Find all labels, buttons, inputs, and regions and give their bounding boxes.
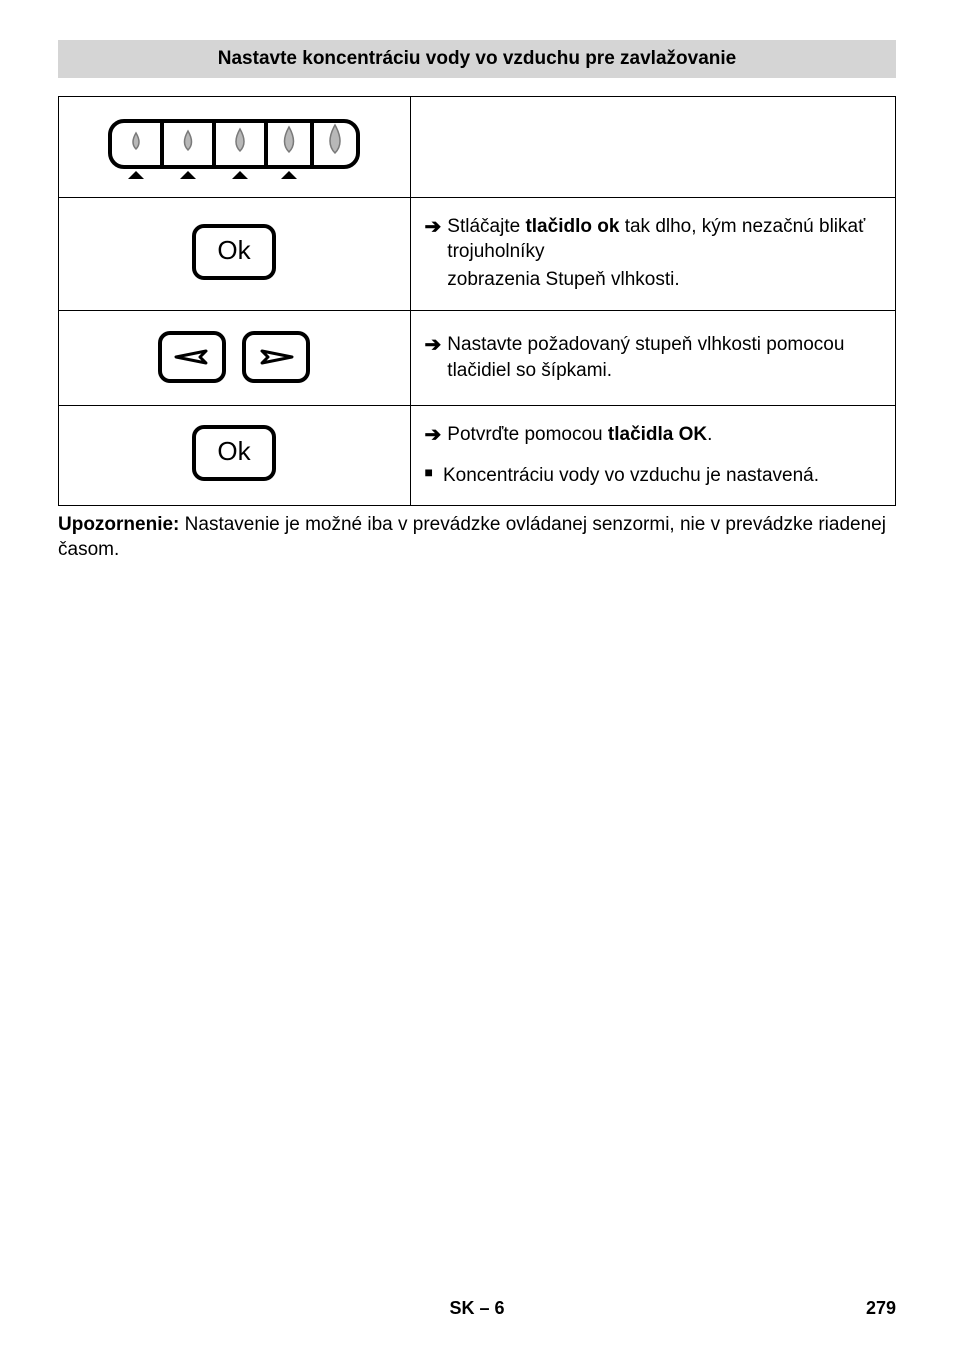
instruction-text: Stláčajte tlačidlo ok tak dlho, kým neza… [447, 214, 881, 265]
table-row: Ok ➔ Stláčajte tlačidlo ok tak dlho, kým… [59, 197, 896, 310]
humidity-scale-cell [59, 96, 411, 197]
ok-button-cell-1: Ok [59, 197, 411, 310]
arrow-bullet-icon: ➔ [425, 214, 448, 241]
humidity-scale-icon [104, 111, 364, 183]
instruction-cell-2: ➔ Nastavte požadovaný stupeň vlhkosti po… [410, 310, 895, 405]
settings-table: Ok ➔ Stláčajte tlačidlo ok tak dlho, kým… [58, 96, 896, 506]
instruction-text: Nastavte požadovaný stupeň vlhkosti pomo… [447, 332, 881, 383]
instruction-text: Koncentráciu vody vo vzduchu je nastaven… [443, 463, 881, 489]
footer-section: SK – 6 [58, 1296, 896, 1320]
arrow-bullet-icon: ➔ [425, 422, 448, 449]
square-bullet-icon: ■ [425, 463, 443, 482]
table-row: Ok ➔ Potvrďte pomocou tlačidla OK. ■ Kon… [59, 405, 896, 505]
page-footer: SK – 6 279 [58, 1296, 896, 1320]
section-header: Nastavte koncentráciu vody vo vzduchu pr… [58, 40, 896, 78]
ok-button-icon: Ok [189, 221, 279, 287]
instruction-text: Potvrďte pomocou tlačidla OK. [447, 422, 881, 448]
instruction-cell-1: ➔ Stláčajte tlačidlo ok tak dlho, kým ne… [410, 197, 895, 310]
note-paragraph: Upozornenie: Nastavenie je možné iba v p… [58, 512, 896, 563]
ok-label: Ok [218, 235, 252, 265]
table-row: ➔ Nastavte požadovaný stupeň vlhkosti po… [59, 310, 896, 405]
arrow-bullet-icon: ➔ [425, 332, 448, 359]
instruction-cell-3: ➔ Potvrďte pomocou tlačidla OK. ■ Koncen… [410, 405, 895, 505]
ok-button-cell-2: Ok [59, 405, 411, 505]
arrow-keys-cell [59, 310, 411, 405]
table-row [59, 96, 896, 197]
instruction-text: zobrazenia Stupeň vlhkosti. [447, 267, 881, 293]
ok-button-icon: Ok [189, 422, 279, 488]
ok-label: Ok [218, 436, 252, 466]
empty-cell [410, 96, 895, 197]
arrow-keys-icon [154, 325, 314, 391]
